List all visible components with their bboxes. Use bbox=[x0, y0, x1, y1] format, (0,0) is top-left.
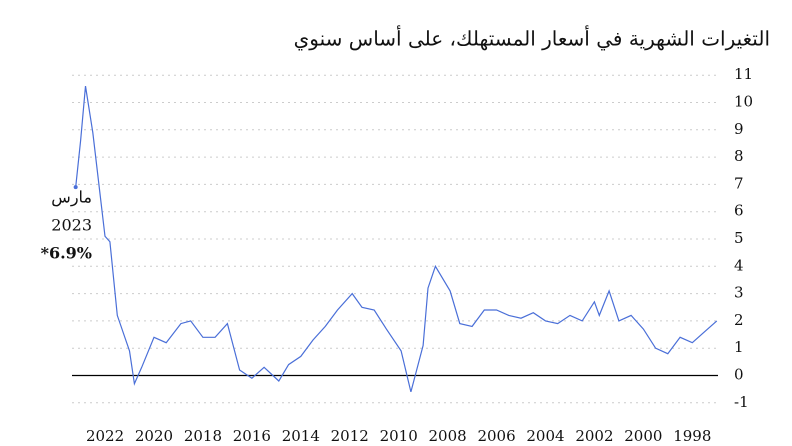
y-tick-label: 2 bbox=[734, 311, 744, 329]
y-tick-label: 4 bbox=[734, 256, 744, 274]
x-tick-label: 2012 bbox=[331, 427, 369, 445]
x-tick-label: 2016 bbox=[233, 427, 271, 445]
y-tick-label: 6 bbox=[734, 202, 744, 220]
line-series bbox=[75, 86, 718, 393]
y-tick-label: 9 bbox=[734, 120, 744, 138]
annotation-year: 2023 bbox=[51, 216, 92, 235]
annotation-month: مارس bbox=[51, 188, 92, 207]
y-tick-label: -1 bbox=[734, 393, 749, 411]
x-tick-label: 2010 bbox=[380, 427, 418, 445]
y-tick-label: 7 bbox=[734, 174, 744, 192]
y-tick-label: 8 bbox=[734, 147, 744, 165]
annotation-value: *6.9% bbox=[41, 244, 92, 263]
x-tick-label: 2008 bbox=[429, 427, 467, 445]
y-tick-label: 3 bbox=[734, 284, 744, 302]
x-tick-label: 2022 bbox=[86, 427, 124, 445]
y-tick-label: 11 bbox=[734, 65, 753, 83]
x-tick-label: 2000 bbox=[624, 427, 662, 445]
last-point bbox=[73, 185, 78, 190]
y-tick-label: 10 bbox=[734, 92, 753, 110]
x-tick-label: 1998 bbox=[673, 427, 711, 445]
x-tick-label: 2014 bbox=[282, 427, 320, 445]
x-tick-label: 2004 bbox=[526, 427, 564, 445]
x-tick-label: 2020 bbox=[135, 427, 173, 445]
y-tick-label: 5 bbox=[734, 229, 744, 247]
y-tick-label: 1 bbox=[734, 338, 744, 356]
x-tick-label: 2006 bbox=[477, 427, 515, 445]
x-tick-label: 2002 bbox=[575, 427, 613, 445]
chart-subtitle: التغيرات الشهرية في أسعار المستهلك، على … bbox=[294, 25, 770, 51]
x-tick-label: 2018 bbox=[184, 427, 222, 445]
y-tick-label: 0 bbox=[734, 366, 744, 384]
